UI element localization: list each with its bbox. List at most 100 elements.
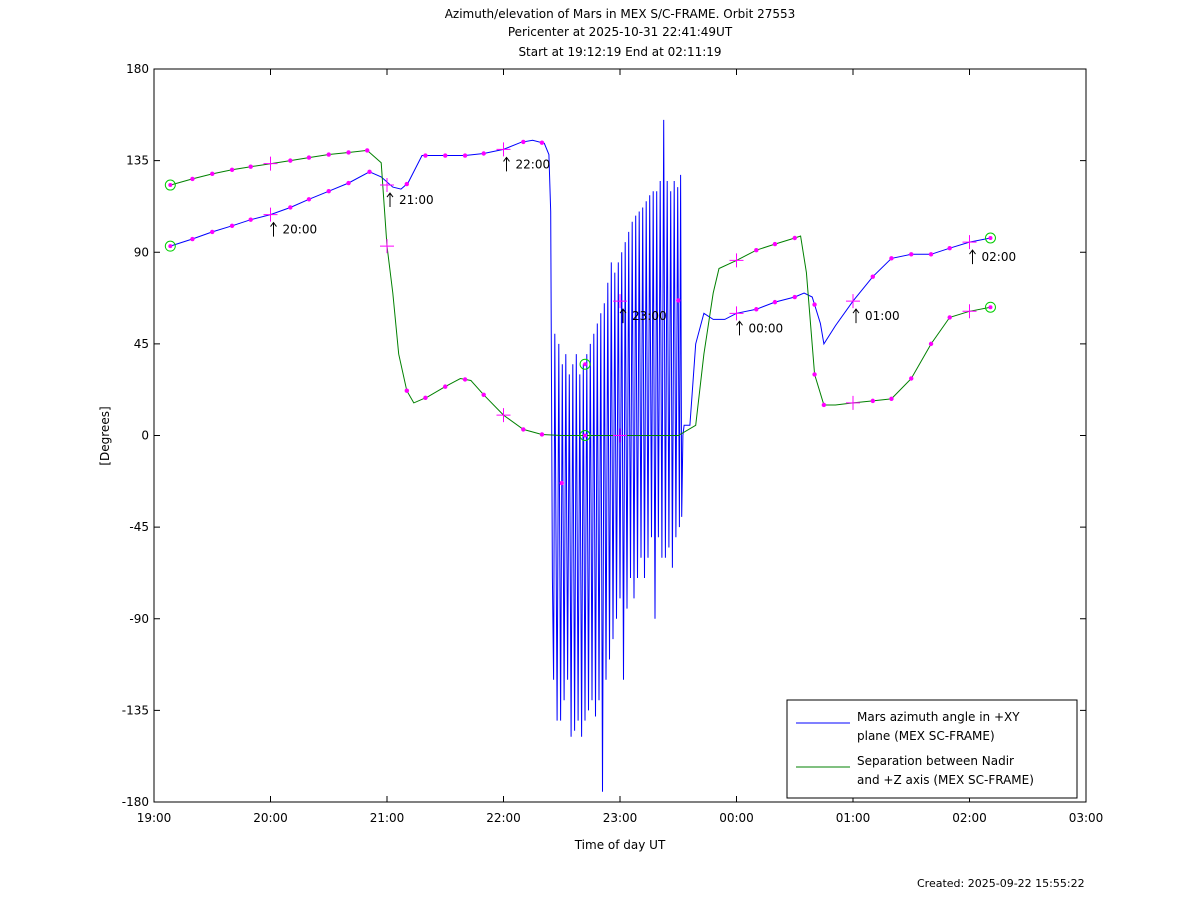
hour-arrow: [969, 249, 976, 265]
azimuth-marker-dot: [676, 298, 681, 303]
hour-label: 20:00: [283, 223, 318, 237]
azimuth-marker-dot: [326, 188, 331, 194]
azimuth-marker-dot: [559, 480, 564, 486]
hour-arrow: [736, 320, 743, 336]
azimuth-marker-dot: [812, 302, 817, 307]
azimuth-hour-cross: [613, 294, 627, 309]
x-tick-label: 20:00: [253, 811, 288, 825]
series-line-azimuth: [170, 119, 991, 792]
y-tick-label: -90: [129, 612, 149, 626]
x-tick-label: 00:00: [719, 811, 754, 825]
hour-arrow: [503, 156, 510, 172]
legend-label-azimuth-line-1: Mars azimuth angle in +XY: [857, 710, 1020, 724]
endpoint-dot: [583, 433, 588, 438]
azimuth-marker-dot: [947, 245, 952, 251]
endpoint-circle: [579, 430, 591, 441]
endpoint-circle: [164, 179, 176, 191]
separation-marker-dot: [306, 155, 312, 160]
azimuth-marker-dot: [539, 140, 545, 145]
azimuth-marker-dot: [367, 169, 372, 175]
hour-arrow: [852, 308, 860, 324]
separation-hour-cross: [846, 395, 860, 410]
x-axis-label: Time of day UT: [574, 838, 666, 852]
x-tick-label: 19:00: [137, 811, 172, 825]
endpoint-dot: [168, 244, 173, 249]
separation-marker-dot: [754, 248, 759, 253]
azimuth-hour-cross: [962, 235, 977, 250]
separation-marker-dot: [772, 241, 778, 247]
endpoint-circle: [984, 232, 996, 244]
azimuth-marker-dot: [229, 223, 235, 228]
y-tick-label: -180: [122, 795, 149, 809]
legend-label-separation-line-1: Separation between Nadir: [857, 754, 1014, 768]
azimuth-marker-dot: [288, 205, 293, 210]
separation-hour-cross: [263, 156, 278, 171]
created-timestamp: Created: 2025-09-22 15:55:22: [917, 877, 1085, 890]
azimuth-marker-dot: [772, 299, 778, 305]
series-layer: [170, 119, 991, 792]
endpoint-circle: [579, 358, 591, 370]
hour-label: 01:00: [865, 309, 900, 323]
separation-marker-dot: [821, 402, 827, 408]
azimuth-hour-cross: [496, 142, 511, 157]
y-tick-label: 45: [134, 337, 149, 351]
azimuth-marker-dot: [521, 139, 526, 145]
hour-label: 23:00: [632, 309, 667, 323]
azimuth-marker-dot: [346, 180, 351, 186]
x-tick-label: 03:00: [1069, 811, 1104, 825]
hour-label: 02:00: [982, 250, 1017, 264]
title-line-1: Azimuth/elevation of Mars in MEX S/C-FRA…: [445, 7, 796, 21]
title-line-2: Pericenter at 2025-10-31 22:41:49UT: [508, 25, 733, 39]
y-tick-label: 135: [126, 154, 149, 168]
hour-label: 21:00: [399, 193, 434, 207]
separation-hour-cross: [613, 428, 627, 443]
hour-label: 22:00: [516, 157, 551, 171]
separation-marker-dot: [539, 432, 545, 437]
axis-ticks: 19:00 20:00 21:00 22:00 23:00 00:00 01:00 02:00…: [122, 62, 1104, 825]
separation-marker-dot: [443, 384, 448, 389]
endpoint-dot: [988, 305, 993, 310]
separation-marker-dot: [326, 152, 331, 157]
endpoint-circle: [164, 240, 176, 252]
separation-marker-dot: [364, 148, 370, 153]
azimuth-hour-cross: [846, 294, 860, 309]
x-tick-label: 21:00: [370, 811, 405, 825]
hour-arrow: [386, 192, 394, 208]
hour-arrow: [270, 221, 277, 237]
chart-title: Azimuth/elevation of Mars in MEX S/C-FRA…: [445, 7, 796, 59]
azimuth-marker-dot: [423, 153, 428, 158]
marker-layer: 20:00 21:00 22:00 23:00 00:00 01:00 02:00: [164, 139, 1017, 486]
azimuth-marker-dot: [754, 307, 759, 312]
title-line-3: Start at 19:12:19 End at 02:11:19: [518, 45, 721, 59]
separation-hour-cross: [380, 239, 394, 254]
legend: Mars azimuth angle in +XY plane (MEX SC-…: [786, 699, 1078, 799]
azimuth-hour-cross: [729, 306, 744, 321]
y-tick-label: -135: [122, 703, 149, 717]
legend-label-azimuth-line-2: plane (MEX SC-FRAME): [857, 729, 995, 743]
azimuth-marker-dot: [462, 153, 468, 158]
series-line-separation: [170, 149, 991, 436]
separation-marker-dot: [909, 376, 914, 381]
separation-marker-dot: [889, 396, 894, 402]
azimuth-marker-dot: [404, 181, 410, 187]
y-tick-label: 0: [141, 429, 149, 443]
separation-hour-cross: [729, 253, 744, 268]
hour-label: 00:00: [749, 321, 784, 335]
separation-marker-dot: [947, 315, 952, 320]
separation-marker-dot: [404, 388, 410, 393]
y-axis-label: [Degrees]: [98, 406, 112, 465]
endpoint-circle: [984, 301, 996, 313]
separation-marker-dot: [792, 235, 797, 241]
hour-arrow: [619, 308, 627, 324]
separation-marker-dot: [210, 171, 215, 177]
azimuth-marker-dot: [909, 252, 914, 257]
separation-marker-dot: [812, 372, 817, 377]
azimuth-hour-cross: [263, 207, 278, 222]
x-tick-label: 22:00: [486, 811, 521, 825]
separation-hour-cross: [496, 408, 511, 423]
endpoint-dot: [988, 235, 993, 240]
azimuth-marker-dot: [928, 252, 934, 257]
separation-hour-cross: [962, 304, 977, 319]
x-tick-label: 01:00: [836, 811, 871, 825]
x-tick-label: 02:00: [952, 811, 987, 825]
